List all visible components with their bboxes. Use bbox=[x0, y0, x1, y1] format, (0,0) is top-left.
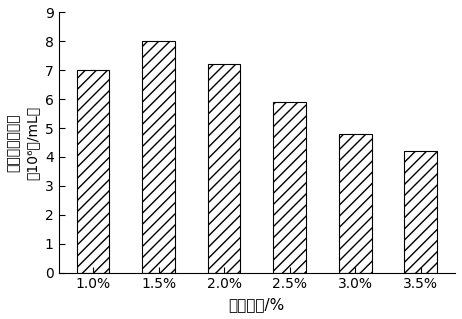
Bar bbox=[404, 151, 437, 273]
Bar bbox=[142, 41, 175, 273]
Bar bbox=[273, 102, 306, 273]
Bar bbox=[77, 70, 109, 273]
Bar bbox=[208, 64, 240, 273]
Y-axis label: 原生质体数目／
（10⁶个/mL）: 原生质体数目／ （10⁶个/mL） bbox=[7, 106, 39, 180]
Bar bbox=[339, 134, 371, 273]
X-axis label: 酵液浓度/%: 酵液浓度/% bbox=[229, 297, 285, 312]
